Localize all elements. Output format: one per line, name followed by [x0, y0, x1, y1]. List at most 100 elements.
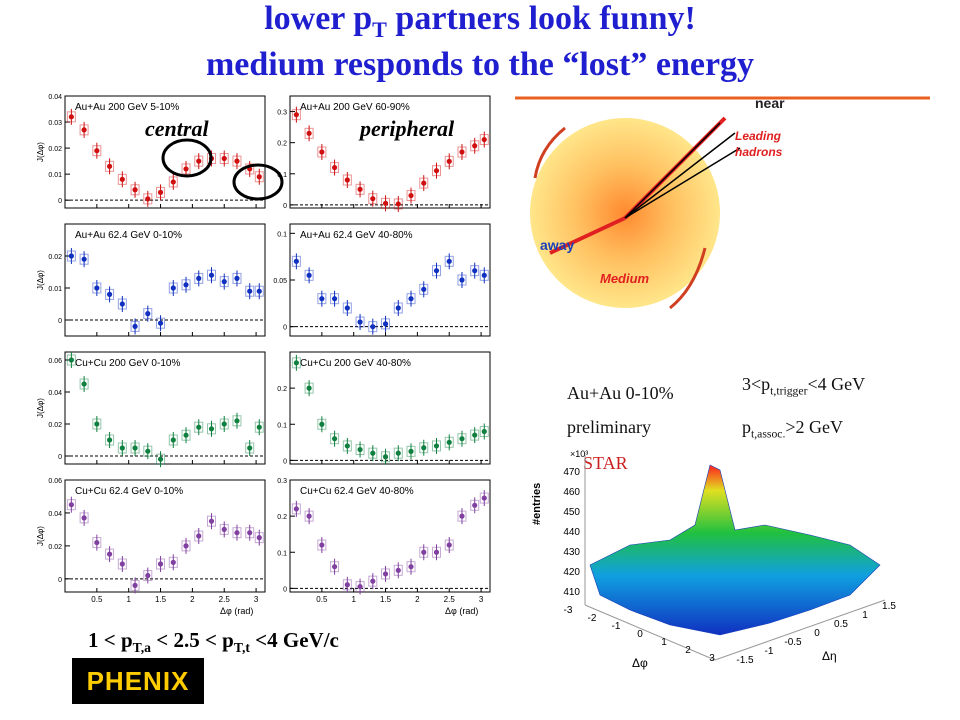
- data-point: [81, 256, 87, 262]
- data-point: [433, 549, 440, 555]
- data-point: [119, 301, 125, 307]
- x-tick-label: 1: [661, 637, 667, 648]
- y-tick-label: 0.06: [48, 358, 62, 365]
- y-axis-title: J(Δφ): [36, 526, 45, 546]
- y-tick-label: 0.3: [277, 110, 287, 117]
- data-point: [319, 149, 325, 155]
- y-tick-label: 0.2: [277, 386, 287, 393]
- panel-title: Cu+Cu 200 GeV 40-80%: [300, 358, 411, 369]
- y-axis-title: Δη: [822, 649, 837, 663]
- data-point: [132, 445, 138, 451]
- x-tick-label: 3: [479, 595, 484, 604]
- data-point: [119, 445, 125, 451]
- data-point: [481, 495, 487, 501]
- data-point: [208, 272, 215, 278]
- highlight-ellipse: [232, 163, 284, 201]
- x-tick-label: 3: [254, 595, 259, 604]
- data-point: [293, 506, 299, 512]
- panel-title: Au+Au 62.4 GeV 0-10%: [75, 230, 182, 241]
- x-tick-labels: -3 -2 -1 0 1 2 3: [564, 605, 716, 664]
- y-axis-title: J(Δφ): [36, 398, 45, 418]
- z-tick-label: 470: [563, 467, 580, 478]
- z-tick-label: 420: [563, 567, 580, 578]
- panel-frame: [289, 479, 491, 593]
- x-tick-label: 2: [190, 595, 195, 604]
- data-point: [247, 530, 253, 536]
- data-point: [395, 450, 401, 456]
- data-point: [221, 279, 227, 285]
- y-tick-label: 0.04: [48, 390, 62, 397]
- z-tick-label: 430: [563, 547, 580, 558]
- y-tick-label: 0: [283, 203, 287, 210]
- data-point: [157, 561, 164, 567]
- data-point: [157, 320, 164, 326]
- data-point: [395, 567, 401, 573]
- data-point: [256, 288, 262, 294]
- data-point: [306, 513, 312, 519]
- panel-frame: [64, 351, 266, 465]
- z-tick-label: 410: [563, 587, 580, 598]
- hadrons-label: hadrons: [735, 145, 783, 159]
- data-point: [157, 456, 164, 462]
- data-point: [119, 176, 125, 182]
- data-point: [421, 549, 427, 555]
- data-point: [234, 530, 240, 536]
- data-point: [331, 436, 338, 442]
- data-point: [382, 454, 389, 460]
- z-tick-label: 440: [563, 527, 580, 538]
- y-tick-label: 0: [58, 577, 62, 584]
- z-tick-label: 450: [563, 507, 580, 518]
- correlation-panel: 0 0.05 0.1 Au+Au 62.4 GeV 40-80%: [273, 223, 491, 337]
- data-point: [106, 163, 113, 169]
- y-axis-title: J(Δφ): [36, 270, 45, 290]
- data-point: [221, 155, 227, 162]
- phenix-correlation-grid: 00.010.020.030.04J(Δφ)Au+Au 200 GeV 5-10…: [36, 94, 491, 616]
- y-tick-label: 0.05: [273, 278, 287, 285]
- data-point: [256, 424, 262, 430]
- y-tick-label: 0.1: [277, 550, 287, 557]
- data-point: [481, 136, 487, 143]
- y-axis-title: J(Δφ): [36, 142, 45, 162]
- data-point: [459, 277, 465, 283]
- correlation-panel: 0 0.01 0.02 0.03 0.04 J(Δφ) Au+Au 200 GeV 5-10…: [36, 94, 266, 209]
- x-axis: [584, 604, 716, 661]
- data-point: [68, 502, 74, 508]
- data-point: [170, 437, 176, 443]
- curved-arrow: [669, 247, 707, 310]
- data-point: [408, 192, 414, 199]
- data-point: [433, 443, 440, 449]
- y-tick-label: 0.02: [48, 544, 62, 551]
- momentum-range-note: 1 < pT,a < 2.5 < pT,t <4 GeV/c: [88, 628, 339, 656]
- data-point: [459, 513, 465, 519]
- y-tick-label: 0: [283, 458, 287, 465]
- y-tick-label: 0.02: [48, 146, 62, 153]
- panel-frame: [289, 351, 491, 465]
- data-point: [357, 186, 363, 192]
- z-tick-labels: 410 420 430 440 450 460 470: [563, 467, 580, 598]
- medium-label: Medium: [600, 271, 650, 286]
- data-point: [446, 158, 452, 164]
- panel-frame: [64, 479, 266, 593]
- x-axis-title: Δφ (rad): [445, 606, 478, 616]
- jet-medium-cartoon: near Leading hadrons away Medium: [515, 95, 930, 310]
- data-point: [68, 357, 74, 363]
- correlation-panel: 0 0.02 0.04 0.06 J(Δφ) Cu+Cu 200 GeV 0-10%: [36, 351, 266, 468]
- data-point: [446, 258, 452, 264]
- slide-title-line1: lower pT partners look funny!: [264, 0, 696, 42]
- star-preliminary-label: preliminary: [567, 417, 651, 437]
- hadron-track: [624, 122, 721, 219]
- data-point: [357, 446, 363, 453]
- data-point: [196, 275, 202, 281]
- data-point: [306, 130, 312, 136]
- data-point: [234, 418, 240, 424]
- panel-title: Cu+Cu 200 GeV 0-10%: [75, 358, 180, 369]
- data-point: [306, 272, 312, 278]
- panel-title: Au+Au 200 GeV 5-10%: [75, 102, 179, 113]
- data-point: [472, 268, 478, 274]
- data-point: [344, 582, 350, 588]
- data-point: [472, 502, 478, 508]
- data-point: [234, 275, 240, 281]
- data-point: [145, 448, 151, 454]
- trigger-cut: 3<pt,trigger<4 GeV: [742, 374, 866, 398]
- x-tick-label: -2: [588, 613, 597, 624]
